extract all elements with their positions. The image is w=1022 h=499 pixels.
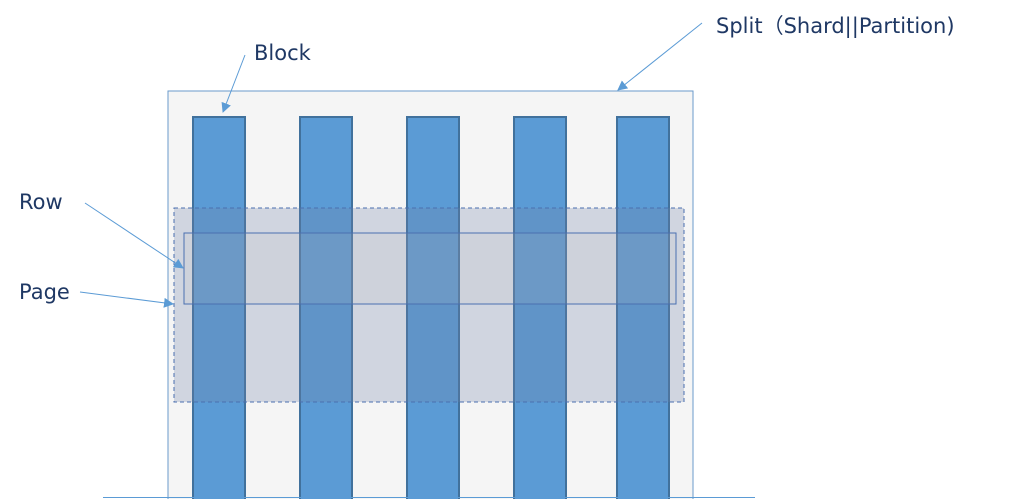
split-arrow [617, 22, 703, 91]
block-column [192, 116, 246, 499]
page-box [173, 207, 685, 403]
page-arrow [79, 291, 174, 308]
block-column [406, 116, 460, 499]
block-arrow [221, 54, 246, 113]
block-column [299, 116, 353, 499]
split-label: Split（Shard||Partition) [716, 14, 955, 39]
page-label: Page [19, 280, 70, 304]
row-label: Row [19, 190, 63, 214]
row-box [183, 232, 677, 305]
row-arrow [84, 202, 184, 269]
block-column [513, 116, 567, 499]
block-label: Block [254, 41, 312, 65]
block-column [616, 116, 670, 499]
